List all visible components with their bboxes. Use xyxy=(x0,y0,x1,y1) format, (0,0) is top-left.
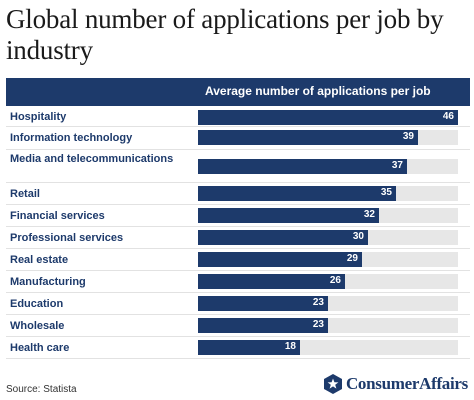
row-divider xyxy=(6,314,470,315)
bar-value-label: 39 xyxy=(402,131,414,142)
category-label: Media and telecommunications xyxy=(10,153,174,165)
category-label: Financial services xyxy=(10,210,105,222)
bar-value-label: 30 xyxy=(352,231,364,242)
bar xyxy=(198,274,345,289)
row-divider xyxy=(6,270,470,271)
category-label: Manufacturing xyxy=(10,276,86,288)
bar-value-label: 26 xyxy=(329,275,341,286)
row-divider xyxy=(6,292,470,293)
row-divider xyxy=(6,149,470,150)
bar xyxy=(198,230,368,245)
category-label: Information technology xyxy=(10,132,133,144)
bar xyxy=(198,186,396,201)
bar xyxy=(198,340,300,355)
row-divider xyxy=(6,248,470,249)
bar xyxy=(198,159,407,174)
source-note: Source: Statista xyxy=(6,384,77,395)
bar-value-label: 32 xyxy=(363,209,375,220)
category-label: Hospitality xyxy=(10,111,67,123)
row-divider xyxy=(6,226,470,227)
bar xyxy=(198,110,458,125)
bar xyxy=(198,252,362,267)
row-divider xyxy=(6,336,470,337)
category-label: Retail xyxy=(10,188,40,200)
row-divider xyxy=(6,126,470,127)
bar-value-label: 46 xyxy=(442,111,454,122)
bar-value-label: 23 xyxy=(312,319,324,330)
category-label: Real estate xyxy=(10,254,69,266)
row-divider xyxy=(6,204,470,205)
bar xyxy=(198,318,328,333)
chart-title: Global number of applications per job by… xyxy=(6,4,444,65)
category-label: Health care xyxy=(10,342,70,354)
consumeraffairs-logo: ConsumerAffairs xyxy=(323,372,468,396)
bar-value-label: 29 xyxy=(346,253,358,264)
bar-value-label: 23 xyxy=(312,297,324,308)
bar xyxy=(198,296,328,311)
category-label: Education xyxy=(10,298,64,310)
bar xyxy=(198,208,379,223)
shield-star-icon xyxy=(323,374,342,394)
column-header-bar: Average number of applications per job xyxy=(6,78,470,106)
bar-value-label: 35 xyxy=(380,187,392,198)
bar-value-label: 37 xyxy=(391,160,403,171)
row-divider xyxy=(6,182,470,183)
category-label: Professional services xyxy=(10,232,124,244)
column-header-label: Average number of applications per job xyxy=(205,84,431,98)
category-label: Wholesale xyxy=(10,320,65,332)
row-divider xyxy=(6,358,470,359)
bar xyxy=(198,130,418,145)
logo-wordmark: ConsumerAffairs xyxy=(345,374,468,393)
bar-value-label: 18 xyxy=(284,341,296,352)
